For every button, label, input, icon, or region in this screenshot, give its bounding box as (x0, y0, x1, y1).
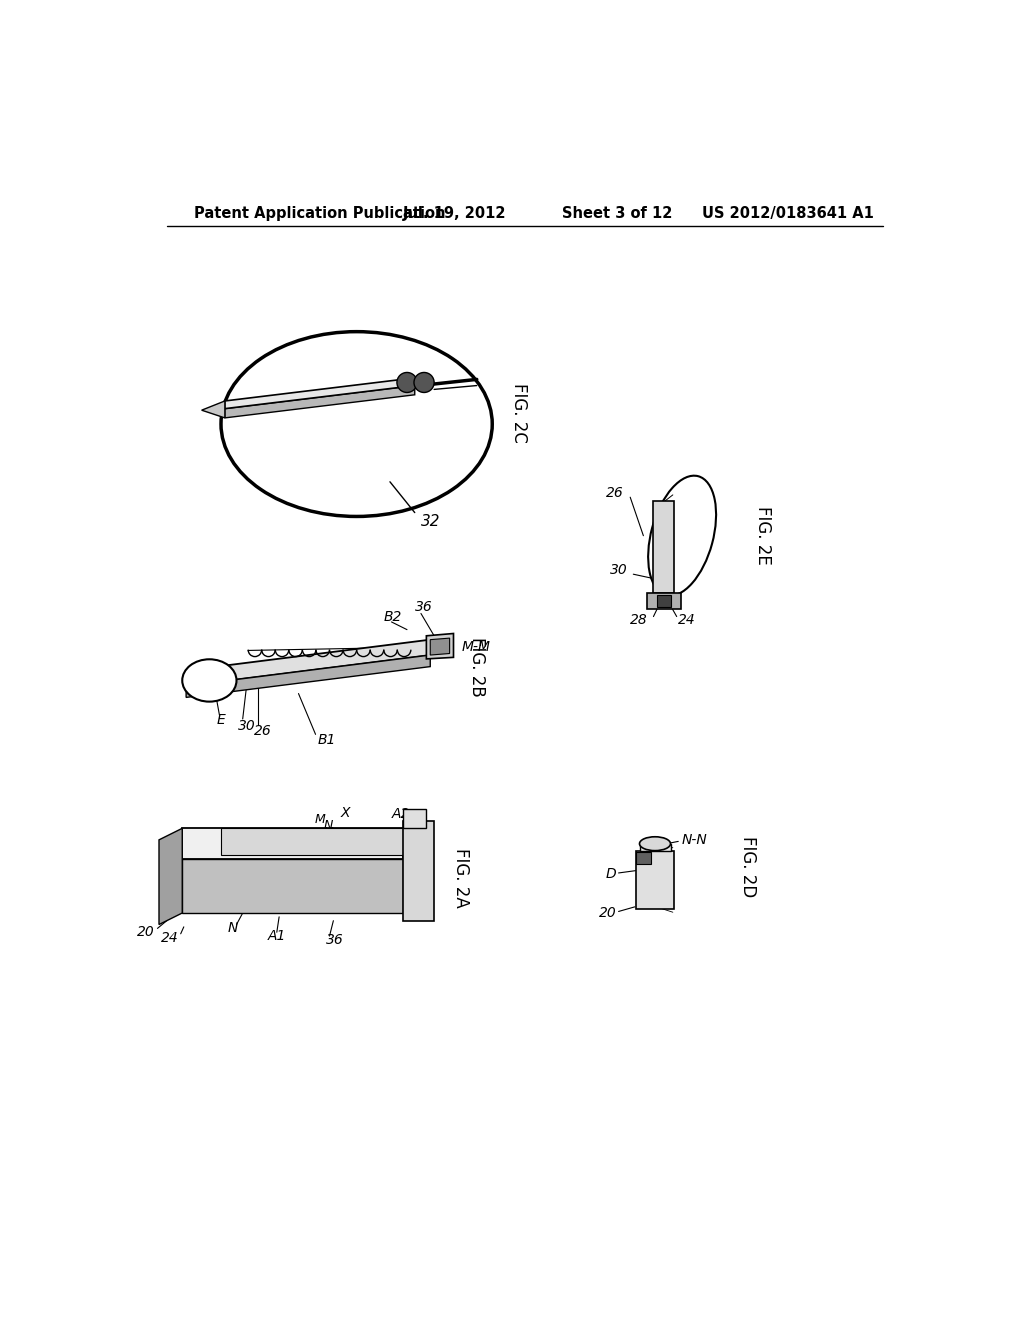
Text: FIG. 2D: FIG. 2D (739, 836, 757, 898)
Text: N: N (324, 820, 334, 833)
Polygon shape (636, 851, 675, 909)
Text: FIG. 2C: FIG. 2C (510, 383, 528, 442)
Polygon shape (656, 595, 671, 607)
Text: B2: B2 (384, 610, 402, 623)
Polygon shape (182, 829, 403, 859)
Text: 28: 28 (630, 614, 647, 627)
Polygon shape (403, 821, 434, 921)
Text: FIG. 2A: FIG. 2A (453, 849, 470, 908)
Polygon shape (653, 502, 675, 594)
Text: 30: 30 (238, 719, 256, 733)
Polygon shape (182, 859, 403, 913)
Ellipse shape (640, 837, 671, 850)
Text: Sheet 3 of 12: Sheet 3 of 12 (562, 206, 673, 222)
Text: M: M (314, 813, 326, 825)
Text: 24: 24 (161, 931, 178, 945)
Text: D: D (605, 867, 616, 882)
Polygon shape (225, 385, 415, 418)
Text: FIG. 2B: FIG. 2B (468, 636, 485, 697)
Polygon shape (186, 655, 430, 697)
Polygon shape (221, 829, 403, 855)
Polygon shape (186, 640, 430, 686)
Text: FIG. 2E: FIG. 2E (755, 507, 772, 565)
Text: E: E (217, 714, 225, 727)
Text: N: N (227, 921, 238, 936)
Polygon shape (159, 829, 182, 924)
Polygon shape (636, 853, 651, 865)
Text: 26: 26 (254, 725, 271, 738)
Text: Jul. 19, 2012: Jul. 19, 2012 (403, 206, 507, 222)
Text: X: X (340, 807, 350, 820)
Text: 26: 26 (606, 486, 624, 500)
Polygon shape (647, 594, 681, 609)
Text: US 2012/0183641 A1: US 2012/0183641 A1 (701, 206, 873, 222)
Text: 30: 30 (610, 564, 628, 577)
Polygon shape (403, 809, 426, 829)
Text: 32: 32 (421, 515, 440, 529)
Text: B1: B1 (317, 733, 336, 747)
Polygon shape (202, 401, 225, 418)
Polygon shape (225, 378, 415, 409)
Ellipse shape (182, 659, 237, 702)
Text: 24: 24 (678, 614, 696, 627)
Text: N-N: N-N (682, 833, 708, 847)
Text: M: M (323, 826, 334, 840)
Ellipse shape (648, 475, 716, 595)
Text: 20: 20 (137, 925, 155, 940)
Circle shape (414, 372, 434, 392)
Text: 36: 36 (415, 599, 432, 614)
Polygon shape (430, 638, 450, 655)
Polygon shape (640, 843, 671, 851)
Polygon shape (426, 634, 454, 659)
Circle shape (397, 372, 417, 392)
Text: 20: 20 (598, 906, 616, 920)
Text: A1: A1 (267, 929, 286, 942)
Text: A2: A2 (391, 808, 410, 821)
Text: Patent Application Publication: Patent Application Publication (194, 206, 445, 222)
Ellipse shape (221, 331, 493, 516)
Text: M-M: M-M (461, 640, 490, 655)
Text: 36: 36 (326, 933, 343, 946)
